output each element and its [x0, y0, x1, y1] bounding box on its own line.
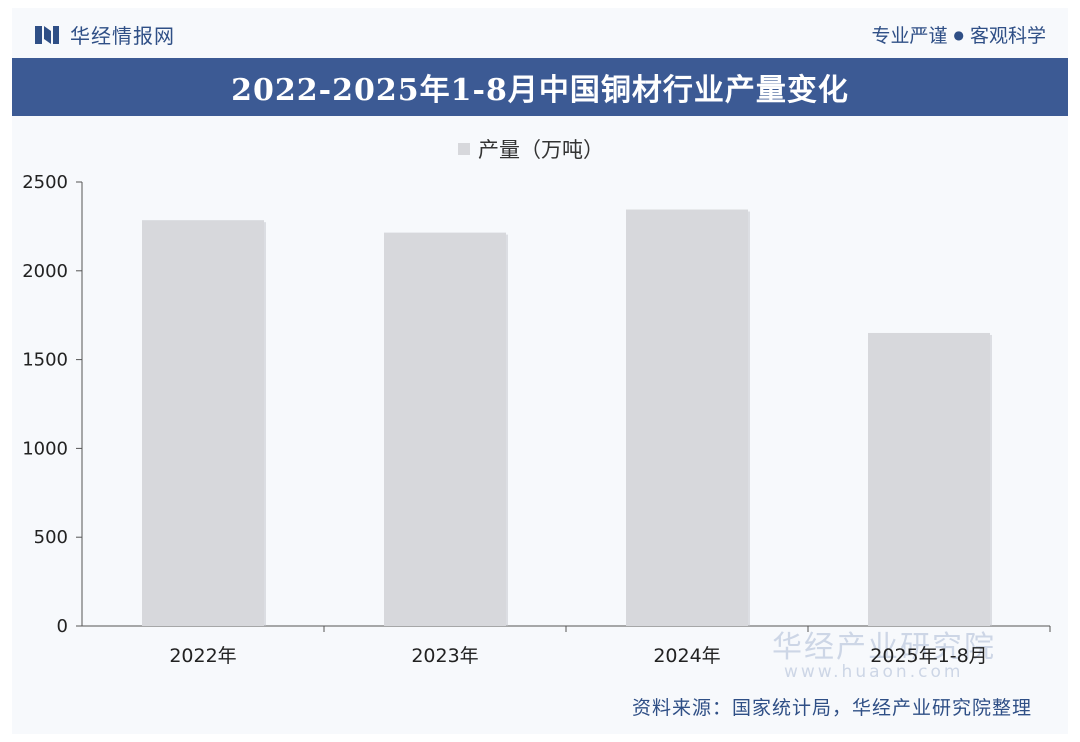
brand-name: 华经情报网: [70, 24, 175, 48]
y-tick-label: 1000: [22, 438, 68, 459]
watermark-url: www.huaon.com: [784, 662, 964, 682]
bar: [868, 332, 990, 626]
x-category-label: 2022年: [169, 645, 236, 667]
y-tick-label: 1500: [22, 350, 68, 371]
x-category-label: 2023年: [411, 645, 478, 667]
legend-label: 产量（万吨）: [478, 138, 604, 162]
watermark-name: 华经产业研究院: [772, 630, 996, 665]
header-bar: 华经情报网 专业严谨 ● 客观科学: [12, 8, 1068, 56]
y-tick-label: 2500: [22, 172, 68, 193]
legend: 产量（万吨）: [458, 134, 604, 164]
x-category-label: 2025年1-8月: [870, 645, 987, 667]
bar: [384, 232, 506, 626]
chart-title: 2022-2025年1-8月中国铜材行业产量变化: [12, 58, 1068, 116]
bar: [626, 209, 748, 626]
brand-logo-icon: [35, 25, 59, 44]
bar: [142, 220, 264, 626]
brand: 华经情报网: [34, 20, 175, 49]
slogan-right: 客观科学: [969, 25, 1046, 47]
slogan-dot-icon: ●: [953, 27, 964, 42]
legend-swatch: [458, 143, 470, 155]
source-note: 资料来源：国家统计局，华经产业研究院整理: [631, 697, 1032, 719]
x-category-label: 2024年: [653, 645, 720, 667]
y-tick-label: 2000: [22, 261, 68, 282]
y-tick-label: 500: [34, 527, 68, 548]
slogan: 专业严谨 ● 客观科学: [871, 21, 1046, 48]
y-tick-label: 0: [57, 616, 68, 637]
slogan-left: 专业严谨: [871, 25, 948, 47]
